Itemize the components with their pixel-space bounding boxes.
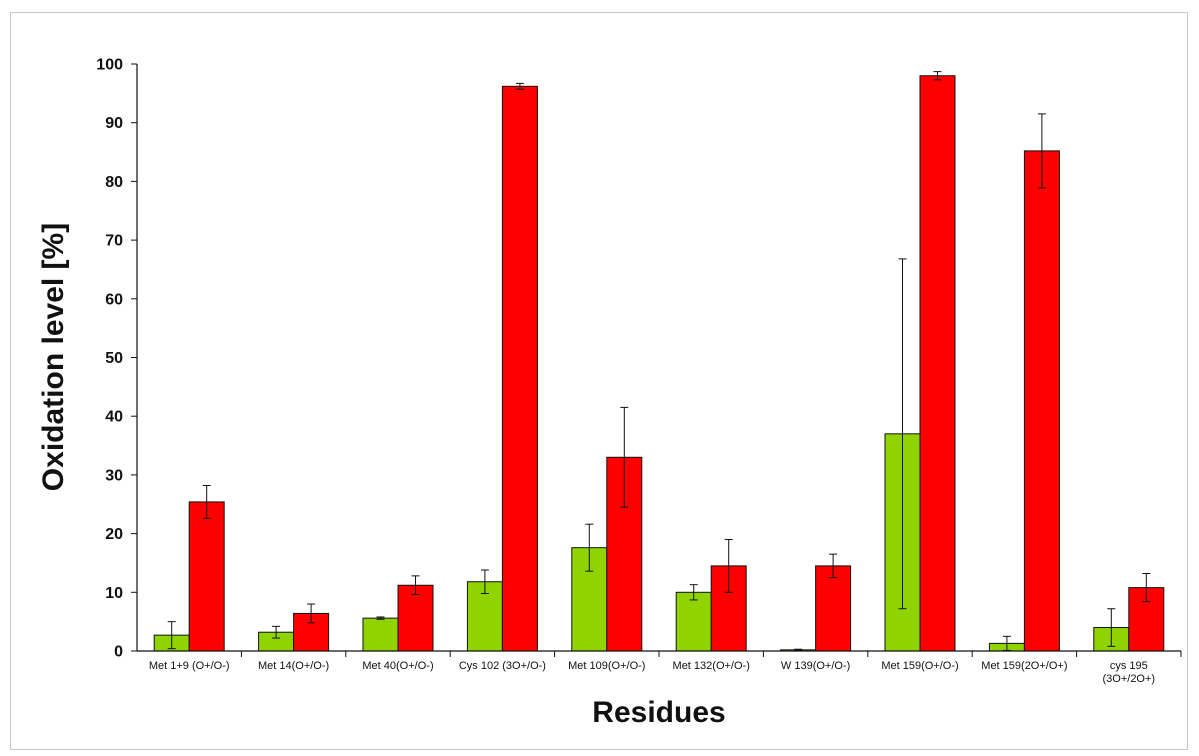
bar-series1-3: [362, 617, 399, 652]
y-tick-label-10: 90: [105, 115, 123, 132]
bar-series2-8: [919, 75, 956, 652]
y-tick-label-7: 60: [105, 291, 123, 308]
bar-series2-9: [1023, 150, 1060, 652]
y-tick-label-2: 10: [105, 585, 123, 602]
axes-layer: Met 1+9 (O+/O-) Met 14(O+/O-) Met 40(O+/O-…: [96, 57, 1182, 685]
y-tick-label-4: 30: [105, 467, 123, 484]
x-tick-label-9: Met 159(2O+/O+): [981, 660, 1067, 672]
y-tick-label-1: 0: [114, 644, 123, 661]
bar-series2-4: [501, 85, 538, 652]
x-tick-label-5: Met 109(O+/O-): [568, 660, 645, 672]
x-tick-label-6: Met 132(O+/O-): [673, 660, 750, 672]
y-tick-label-9: 80: [105, 174, 123, 191]
x-tick-label-3: Met 40(O+/O-): [362, 660, 433, 672]
x-tick-label-7: W 139(O+/O-): [781, 660, 850, 672]
x-tick-label-8: Met 159(O+/O-): [881, 660, 958, 672]
bar-series2-1: [188, 501, 225, 652]
y-tick-label-8: 70: [105, 233, 123, 250]
bar-series2-7: [815, 565, 852, 652]
y-axis-title: Oxidation level [%]: [37, 223, 70, 491]
x-tick-label-2: Met 14(O+/O-): [258, 660, 329, 672]
y-tick-label-3: 20: [105, 526, 123, 543]
y-tick-label-5: 40: [105, 409, 123, 426]
x-tick-label-4: Cys 102 (3O+/O-): [459, 660, 546, 672]
y-tick-label-11: 100: [96, 57, 123, 74]
x-tick-label-1: Met 1+9 (O+/O-): [149, 660, 230, 672]
bars-layer: [153, 71, 1165, 652]
bar-series1-6: [675, 591, 712, 652]
y-tick-label-6: 50: [105, 350, 123, 367]
x-tick-label-10: cys 195 (3O+/2O+): [1103, 660, 1156, 685]
x-axis-title: Residues: [592, 696, 725, 729]
